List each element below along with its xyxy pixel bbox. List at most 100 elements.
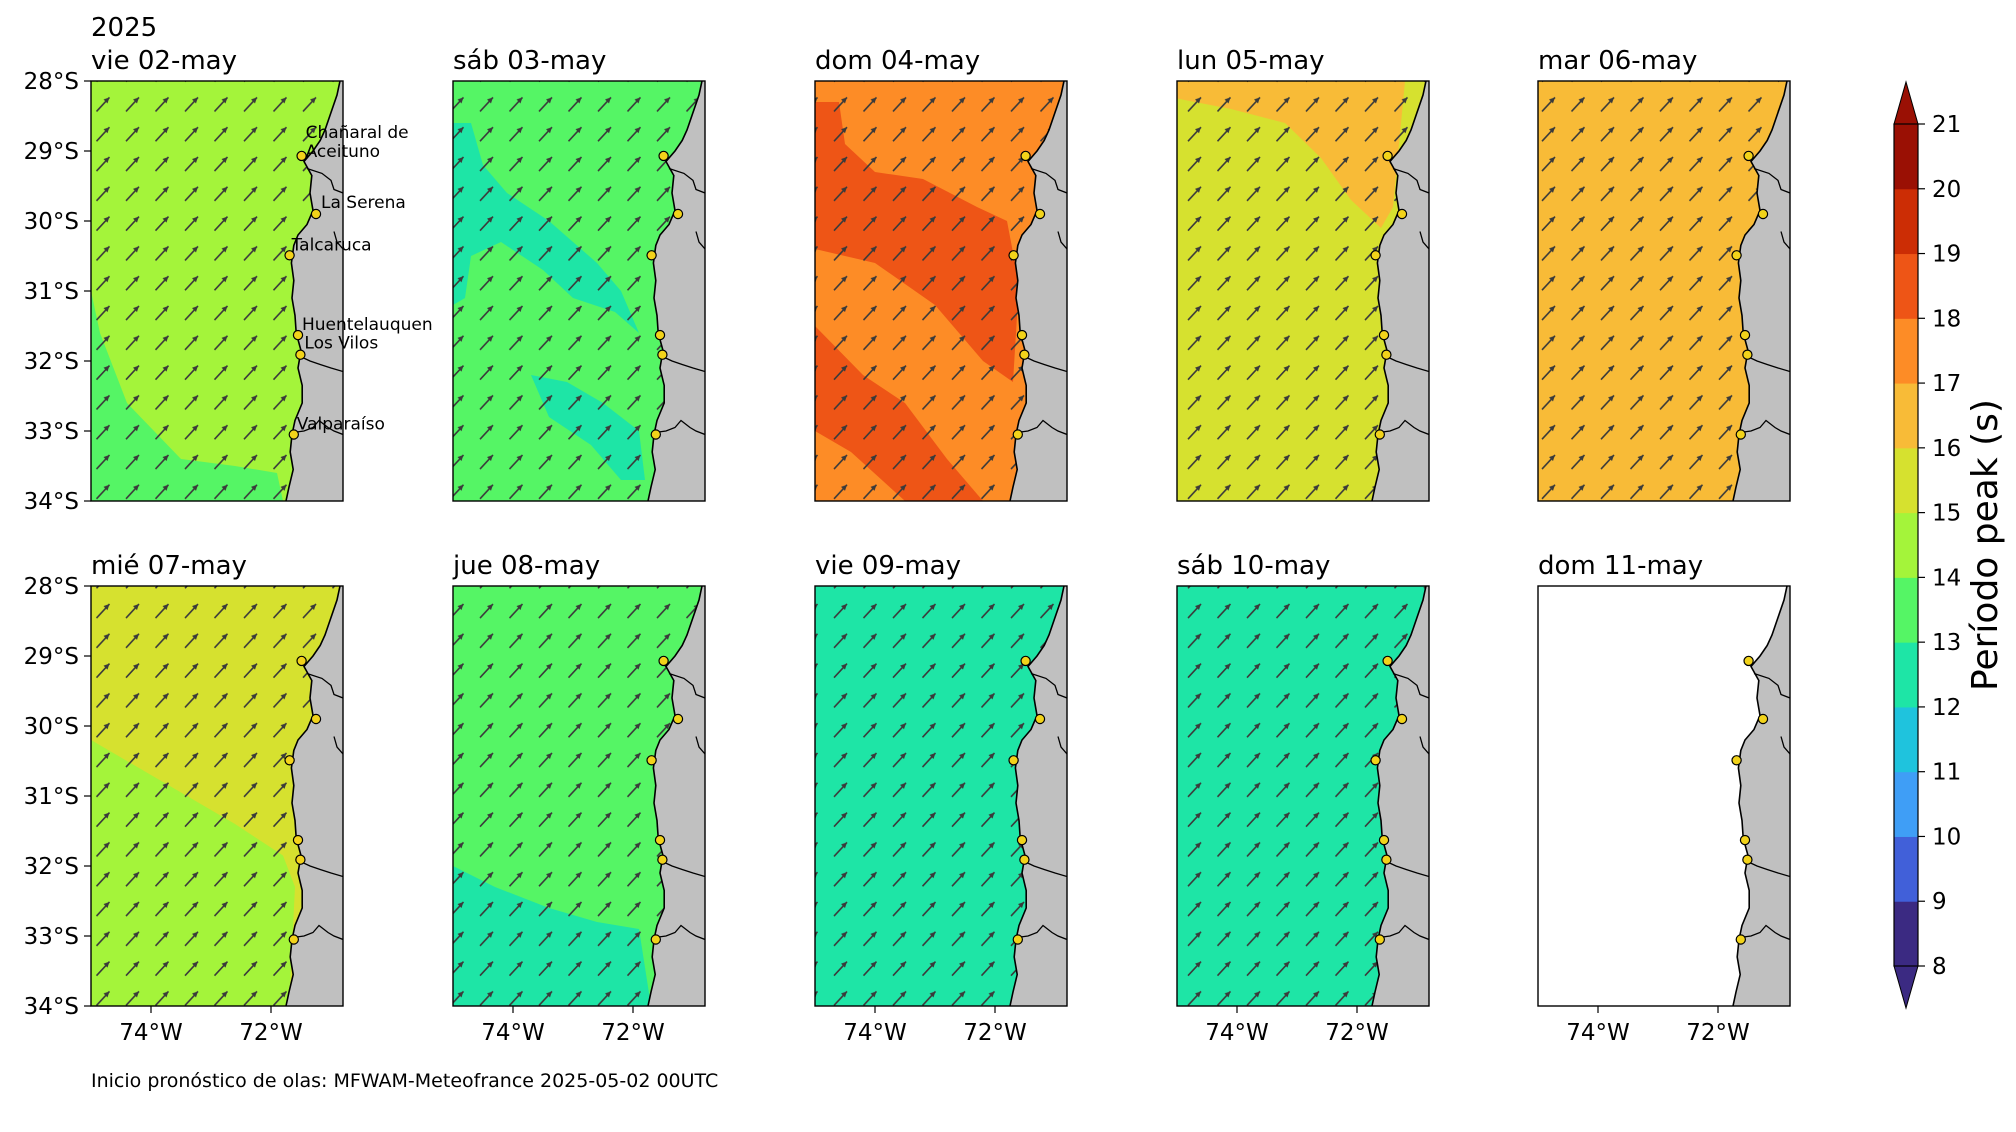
- city-marker: [1742, 349, 1753, 360]
- panel-date-title: sáb 03-may: [453, 46, 606, 76]
- border-line: [655, 419, 705, 436]
- city-marker: [1370, 250, 1381, 261]
- lat-tick-label: 29°S: [24, 139, 79, 165]
- border-line: [297, 859, 343, 878]
- lon-tick-label: 74°W: [119, 1020, 183, 1046]
- city-marker: [1034, 713, 1046, 725]
- city-marker: [1019, 349, 1030, 360]
- city-marker: [657, 349, 668, 360]
- border-line: [1780, 736, 1790, 755]
- city-marker: [658, 150, 669, 162]
- lat-tick-label: 32°S: [24, 349, 79, 375]
- border-line: [293, 419, 343, 436]
- city-marker: [296, 655, 307, 667]
- city-label: Talcaruca: [291, 235, 372, 255]
- city-marker: [296, 150, 307, 162]
- land-mask: [286, 586, 343, 1006]
- lat-tick-label: 30°S: [24, 209, 79, 235]
- city-marker: [1743, 655, 1754, 667]
- border-line: [1057, 736, 1067, 755]
- border-line: [1383, 354, 1429, 373]
- city-marker: [310, 713, 322, 725]
- coastline: [1732, 586, 1788, 1006]
- figure-year: 2025: [91, 13, 157, 43]
- map-panel: vie 09-may 74°W 72°W: [814, 551, 1068, 1046]
- city-marker: [295, 854, 306, 865]
- lon-tick-label: 72°W: [963, 1020, 1027, 1046]
- city-marker: [1739, 329, 1751, 341]
- colorbar-bin: [1894, 706, 1918, 773]
- border-line: [1740, 924, 1790, 941]
- panel-date-title: dom 04-may: [815, 46, 980, 76]
- land-mask: [1733, 81, 1790, 501]
- coastline: [1371, 81, 1427, 501]
- land-mask: [1010, 586, 1067, 1006]
- city-marker: [1012, 429, 1024, 440]
- lat-tick-label: 31°S: [24, 784, 79, 810]
- colorbar-tick-label: 16: [1932, 436, 1961, 462]
- coastline: [647, 586, 703, 1006]
- city-marker: [1374, 429, 1386, 440]
- city-label: Chañaral de: [306, 123, 409, 143]
- city-marker: [1020, 150, 1031, 162]
- colorbar-tick-label: 10: [1932, 824, 1961, 850]
- panel-frame: [1176, 585, 1430, 1007]
- city-marker: [654, 834, 666, 846]
- lon-tick-label: 74°W: [1205, 1020, 1269, 1046]
- border-line: [668, 167, 705, 194]
- lat-tick-label: 34°S: [24, 994, 79, 1020]
- border-line: [1419, 736, 1429, 755]
- city-marker: [646, 755, 657, 766]
- colorbar-tick-label: 18: [1932, 306, 1961, 332]
- panel-frame: [1537, 585, 1791, 1007]
- colorbar-label: Período peak (s): [1965, 399, 2006, 691]
- border-line: [1753, 672, 1790, 699]
- panel-frame: [452, 585, 706, 1007]
- border-line: [1021, 354, 1067, 373]
- map-panel: mié 07-may 28°S 29°S 30°S 31°S 32°S 33°S 34°S 74…: [24, 551, 344, 1046]
- city-marker: [1378, 329, 1390, 341]
- city-marker: [1374, 934, 1386, 945]
- border-line: [297, 354, 343, 373]
- border-line: [1017, 419, 1067, 436]
- lat-tick-label: 30°S: [24, 714, 79, 740]
- lat-tick-label: 28°S: [24, 69, 79, 95]
- colorbar-tick-label: 19: [1932, 242, 1961, 268]
- city-marker: [1020, 655, 1031, 667]
- lat-tick-label: 33°S: [24, 419, 79, 445]
- panel-date-title: dom 11-may: [1538, 551, 1703, 581]
- source-note: Inicio pronóstico de olas: MFWAM-Meteofr…: [91, 1070, 718, 1092]
- city-marker: [1370, 755, 1381, 766]
- map-panel: jue 08-may 74°W 72°W: [452, 551, 706, 1046]
- city-marker: [1381, 349, 1392, 360]
- colorbar-bin: [1894, 318, 1918, 384]
- panel-date-title: vie 02-may: [91, 46, 237, 76]
- panel-frame: [1176, 80, 1430, 502]
- city-marker: [1731, 250, 1742, 261]
- city-marker: [1735, 429, 1747, 440]
- colorbar-bin: [1894, 383, 1918, 449]
- border-line: [1379, 419, 1429, 436]
- panel-frame: [452, 80, 706, 502]
- city-marker: [646, 250, 657, 261]
- city-marker: [288, 934, 299, 945]
- city-label: Aceituno: [306, 142, 380, 162]
- border-line: [333, 231, 343, 250]
- city-marker: [1396, 208, 1408, 220]
- city-marker: [650, 429, 662, 440]
- city-marker: [284, 250, 295, 261]
- map-panel: sáb 03-may: [452, 46, 706, 502]
- border-line: [1392, 672, 1429, 699]
- lat-tick-label: 34°S: [24, 489, 79, 515]
- city-marker: [284, 755, 295, 766]
- city-marker: [310, 208, 322, 220]
- border-line: [1379, 924, 1429, 941]
- lat-tick-label: 28°S: [24, 574, 79, 600]
- land-mask: [648, 586, 705, 1006]
- colorbar-bin: [1894, 577, 1918, 643]
- border-line: [1740, 419, 1790, 436]
- colorbar-tick-label: 8: [1932, 954, 1947, 980]
- panel-frame: [814, 585, 1068, 1007]
- coastline: [647, 81, 703, 501]
